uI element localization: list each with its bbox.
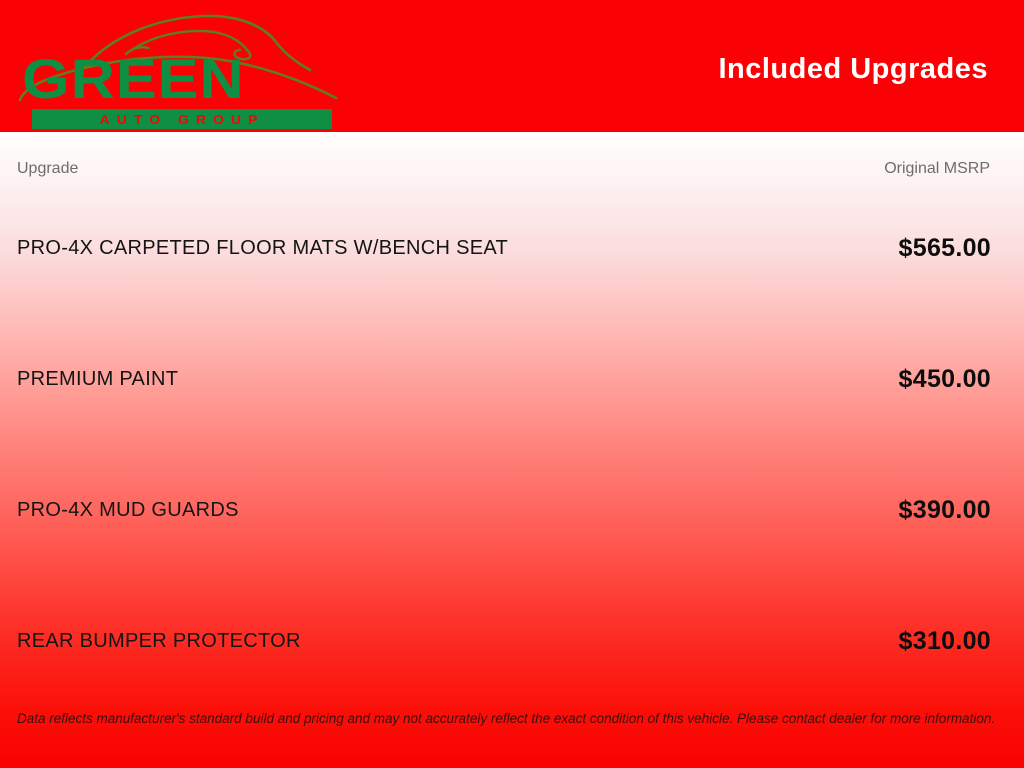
upgrade-name: PREMIUM PAINT	[17, 368, 179, 390]
header-banner: GREEN AUTO GROUP Included Upgrades	[0, 0, 1024, 132]
upgrade-name: PRO-4X MUD GUARDS	[17, 499, 239, 521]
upgrades-table: Upgrade Original MSRP PRO-4X CARPETED FL…	[0, 132, 1024, 768]
column-header-upgrade: Upgrade	[17, 160, 79, 177]
upgrade-price: $450.00	[898, 365, 991, 393]
upgrade-price: $390.00	[898, 496, 991, 524]
upgrade-price: $565.00	[898, 234, 991, 262]
dealer-logo: GREEN AUTO GROUP	[14, 6, 344, 130]
page-title: Included Upgrades	[718, 52, 988, 85]
disclaimer-text: Data reflects manufacturer's standard bu…	[17, 711, 996, 726]
logo-subtitle: AUTO GROUP	[99, 111, 265, 127]
car-silhouette-icon	[18, 14, 338, 102]
upgrade-price: $310.00	[898, 627, 991, 655]
logo-subtitle-bar: AUTO GROUP	[32, 109, 332, 129]
upgrade-name: PRO-4X CARPETED FLOOR MATS W/BENCH SEAT	[17, 237, 509, 259]
logo-wordmark: GREEN	[22, 48, 245, 111]
column-header-msrp: Original MSRP	[884, 160, 990, 177]
upgrade-name: REAR BUMPER PROTECTOR	[17, 630, 301, 652]
table-row: PRO-4X CARPETED FLOOR MATS W/BENCH SEAT …	[17, 234, 991, 263]
table-row: REAR BUMPER PROTECTOR $310.00	[17, 627, 991, 656]
column-header-row: Upgrade Original MSRP	[17, 160, 990, 178]
table-row: PRO-4X MUD GUARDS $390.00	[17, 496, 991, 525]
table-row: PREMIUM PAINT $450.00	[17, 365, 991, 394]
